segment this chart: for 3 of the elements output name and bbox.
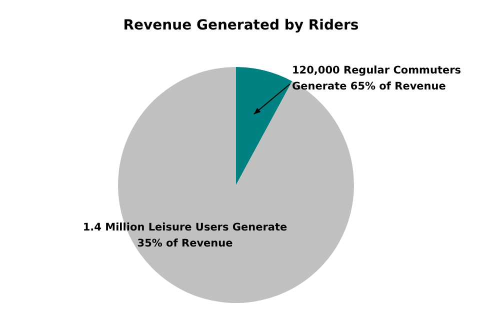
chart-title: Revenue Generated by Riders [123, 18, 359, 34]
slice-label: 1.4 Million Leisure Users Generate 35% of Revenue [82, 222, 288, 250]
slice-label: 120,000 Regular Commuters Generate 65% of Revenue [292, 64, 462, 93]
